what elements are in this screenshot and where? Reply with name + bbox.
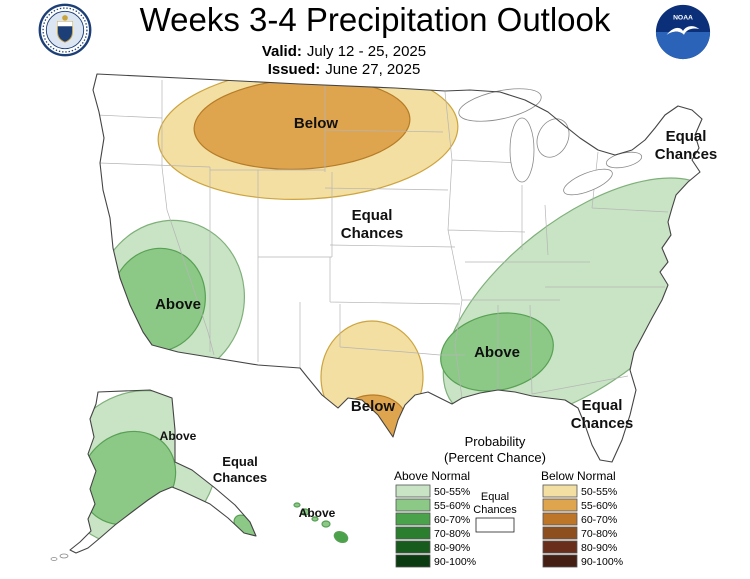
- eagle-icon: [62, 15, 68, 21]
- lake-huron: [536, 118, 570, 158]
- hawaii-island: [321, 520, 331, 528]
- legend-swatch-above: [395, 512, 431, 526]
- legend-swatch-above: [395, 554, 431, 568]
- label-below-north: Below: [294, 115, 339, 132]
- seagull-icon: [666, 26, 700, 35]
- noaa-logo-icon: NOAA: [655, 4, 711, 60]
- legend-swatch-equal: [475, 517, 515, 533]
- lake-michigan: [509, 117, 535, 183]
- legend-range-above: 90-100%: [434, 556, 476, 568]
- legend-swatch-below: [542, 554, 578, 568]
- issued-line: Issued: June 27, 2025: [0, 61, 688, 79]
- valid-label: Valid:: [261, 43, 302, 60]
- legend-equal-2: Chances: [473, 504, 517, 516]
- legend-range-above: 55-60%: [434, 500, 470, 512]
- label-above-hawaii: Above: [299, 506, 336, 520]
- state-borders: [96, 80, 669, 399]
- legend-range-below: 60-70%: [581, 514, 617, 526]
- issued-label: Issued:: [267, 61, 321, 78]
- great-lakes: [458, 88, 643, 196]
- legend-below-header: Below Normal: [541, 469, 616, 483]
- noaa-logo: NOAA: [654, 3, 712, 66]
- legend-title-2: (Percent Chance): [444, 450, 546, 465]
- label-equal-florida-1: Equal: [582, 397, 623, 414]
- alaska-coastline: [69, 389, 257, 554]
- issued-value: June 27, 2025: [325, 61, 421, 78]
- legend-swatch-above: [395, 526, 431, 540]
- aleutian-island: [59, 553, 69, 559]
- label-above-southeast: Above: [474, 344, 520, 361]
- legend-range-above: 60-70%: [434, 514, 470, 526]
- label-equal-alaska-2: Chances: [213, 470, 267, 485]
- hawaii: [293, 502, 349, 544]
- label-equal-florida-2: Chances: [571, 415, 634, 432]
- legend-swatch-above: [395, 540, 431, 554]
- legend-equal-1: Equal: [481, 491, 509, 503]
- legend-range-below: 55-60%: [581, 500, 617, 512]
- validity-block: Valid: July 12 - 25, 2025 Issued: June 27,…: [0, 43, 688, 79]
- legend-swatch-above: [395, 484, 431, 498]
- region-above-southeast-inner: [440, 312, 554, 392]
- map-labels: Below Equal Chances Above Above Below Eq…: [155, 115, 717, 520]
- legend-range-above: 70-80%: [434, 528, 470, 540]
- legend-range-above: 80-90%: [434, 542, 470, 554]
- label-above-southwest: Above: [155, 296, 201, 313]
- legend-range-below: 80-90%: [581, 542, 617, 554]
- legend-title-1: Probability: [465, 434, 526, 449]
- label-below-texas: Below: [351, 398, 396, 415]
- commerce-seal-logo: [37, 2, 93, 63]
- label-equal-central-1: Equal: [352, 207, 393, 224]
- legend-swatch-below: [542, 512, 578, 526]
- legend-range-below: 50-55%: [581, 486, 617, 498]
- label-equal-northeast-2: Chances: [655, 146, 718, 163]
- valid-line: Valid: July 12 - 25, 2025: [0, 43, 688, 61]
- hawaii-island: [311, 516, 319, 522]
- hawaii-island: [293, 502, 301, 508]
- legend-swatch-above: [395, 498, 431, 512]
- shield-icon: [57, 21, 73, 43]
- noaa-logo-text: NOAA: [673, 14, 693, 21]
- hawaii-big-island: [333, 530, 349, 544]
- valid-value: July 12 - 25, 2025: [306, 43, 427, 60]
- legend-swatch-below: [542, 498, 578, 512]
- label-above-alaska: Above: [160, 429, 197, 443]
- region-below-texas-outer: [320, 320, 424, 434]
- page-title: Weeks 3-4 Precipitation Outlook: [139, 1, 611, 38]
- legend-range-below: 70-80%: [581, 528, 617, 540]
- legend-swatch-below: [542, 526, 578, 540]
- legend-swatch-below: [542, 484, 578, 498]
- conus-coastline: [92, 73, 703, 463]
- hawaii-island: [300, 508, 310, 516]
- legend: Probability (Percent Chance) Above Norma…: [394, 434, 623, 568]
- legend-above-header: Above Normal: [394, 469, 470, 483]
- legend-range-below: 90-100%: [581, 556, 623, 568]
- label-equal-northeast-1: Equal: [666, 128, 707, 145]
- aleutian-island: [50, 557, 58, 561]
- commerce-seal-icon: [38, 3, 92, 57]
- label-equal-central-2: Chances: [341, 225, 404, 242]
- lake-erie: [563, 168, 613, 196]
- label-equal-alaska-1: Equal: [222, 454, 257, 469]
- legend-range-above: 50-55%: [434, 486, 470, 498]
- legend-swatch-below: [542, 540, 578, 554]
